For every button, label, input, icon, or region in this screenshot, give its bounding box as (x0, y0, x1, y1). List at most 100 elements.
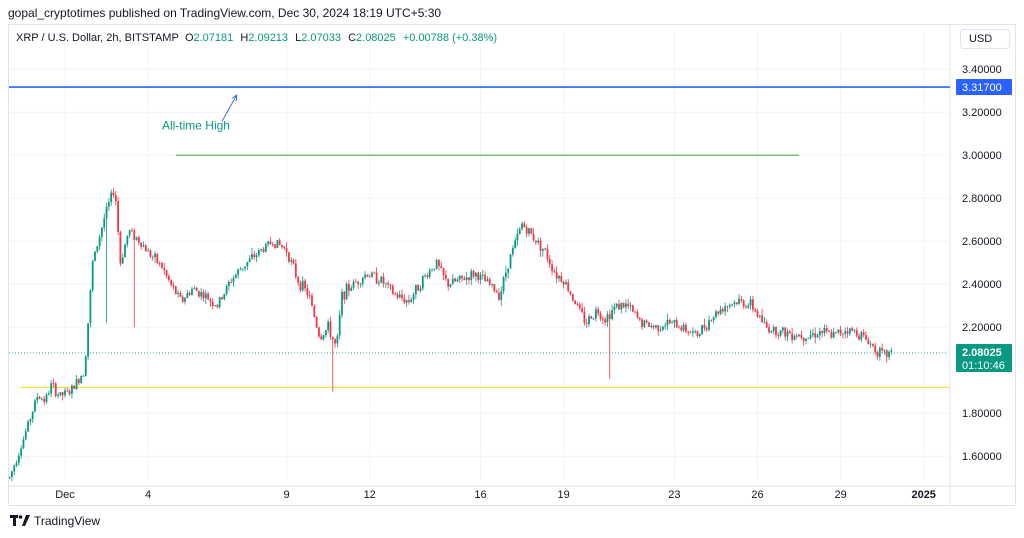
candle-body (119, 231, 122, 264)
candle-body (691, 331, 694, 333)
candle-body (246, 261, 249, 267)
candle-body (327, 321, 330, 331)
symbol-label: XRP / U.S. Dollar, 2h, BITSTAMP (16, 32, 179, 44)
publisher-text: gopal_cryptotimes published on TradingVi… (8, 6, 442, 20)
chart-frame[interactable] (8, 24, 1016, 506)
candle-body (717, 311, 720, 314)
candle-body (428, 270, 431, 278)
candle-body (442, 268, 445, 276)
high-label: H (240, 32, 249, 44)
candle-body (186, 293, 189, 298)
candle-body (158, 263, 161, 264)
candle-body (156, 253, 159, 264)
candle-body (867, 339, 870, 345)
candle-body (468, 277, 470, 281)
candle-body (133, 230, 136, 240)
candle-body (881, 348, 884, 351)
candle-body (315, 316, 318, 328)
candle-body (285, 248, 288, 253)
candle-body (165, 270, 168, 276)
candle-body (474, 272, 477, 277)
candle-body (126, 235, 129, 245)
candle-body (523, 223, 526, 228)
candle-body (885, 350, 888, 357)
candle-body (204, 293, 207, 299)
candle-body (197, 290, 200, 297)
candle-body (248, 258, 251, 262)
low-value: 2.07033 (301, 32, 341, 44)
candle-body (777, 335, 780, 336)
candle-body (844, 331, 847, 334)
candle-body (36, 397, 39, 401)
price-axis: 3.40000 3.20000 3.00000 2.80000 2.60000 2.400… (962, 64, 1002, 463)
candle-body (553, 271, 556, 273)
candle-body (682, 324, 685, 331)
candle-body (620, 302, 623, 310)
candle-body (689, 332, 692, 334)
candle-body (251, 254, 253, 259)
last-price-tag (956, 343, 1012, 372)
candle-body (696, 331, 699, 336)
candle-body (276, 240, 279, 248)
candle-body (562, 281, 565, 285)
footer-brand: TradingView (34, 514, 101, 528)
candle-body (477, 272, 480, 280)
ath-price-label: 3.31700 (962, 82, 1002, 94)
candle-body (227, 281, 230, 287)
candle-body (149, 250, 152, 257)
candle-body (350, 287, 353, 291)
candle-body (703, 325, 706, 329)
candle-body (544, 248, 547, 250)
candle-body (426, 275, 429, 278)
candle-body (320, 336, 323, 340)
candle-body (655, 325, 657, 328)
candle-body (161, 263, 163, 269)
candle-body (507, 268, 510, 273)
candle-body (137, 237, 140, 243)
candle-body (638, 317, 641, 320)
candle-body (828, 331, 830, 332)
candle-body (823, 327, 826, 334)
candle-body (793, 335, 796, 340)
candle-body (772, 327, 775, 332)
close-value: 2.08025 (356, 32, 396, 44)
candle-body (650, 325, 653, 327)
candle-body (641, 319, 643, 327)
candle-body (345, 283, 348, 300)
candle-body (698, 334, 701, 336)
candle-body (747, 305, 750, 308)
candle-body (387, 283, 390, 285)
candle-body (493, 284, 496, 292)
candle-body (66, 390, 69, 392)
candle-body (781, 327, 784, 331)
x-tick-label: 9 (284, 489, 290, 501)
candle-body (322, 335, 325, 340)
candle-body (142, 245, 145, 247)
candle-body (306, 288, 309, 296)
candle-body (484, 274, 487, 282)
candle-body (486, 279, 489, 282)
candle-body (461, 275, 463, 279)
candle-body (668, 319, 671, 324)
candle-body (110, 192, 113, 203)
candle-body (502, 277, 505, 292)
candle-body (685, 324, 687, 332)
candle-body (24, 431, 27, 440)
candle-body (680, 327, 683, 331)
x-tick-label: Dec (55, 489, 75, 501)
candle-body (708, 320, 710, 330)
candle-body (414, 284, 417, 295)
candle-body (535, 240, 537, 243)
candle-body (625, 303, 627, 308)
candle-body (223, 293, 226, 300)
tradingview-logo-icon[interactable] (10, 515, 30, 527)
currency-button[interactable]: USD (960, 29, 1010, 49)
candle-body (107, 202, 110, 207)
candle-body (101, 227, 103, 237)
candle-body (832, 331, 835, 338)
candle-body (807, 337, 810, 339)
candle-body (636, 311, 639, 318)
candle-body (258, 249, 260, 256)
candle-body (20, 448, 23, 456)
